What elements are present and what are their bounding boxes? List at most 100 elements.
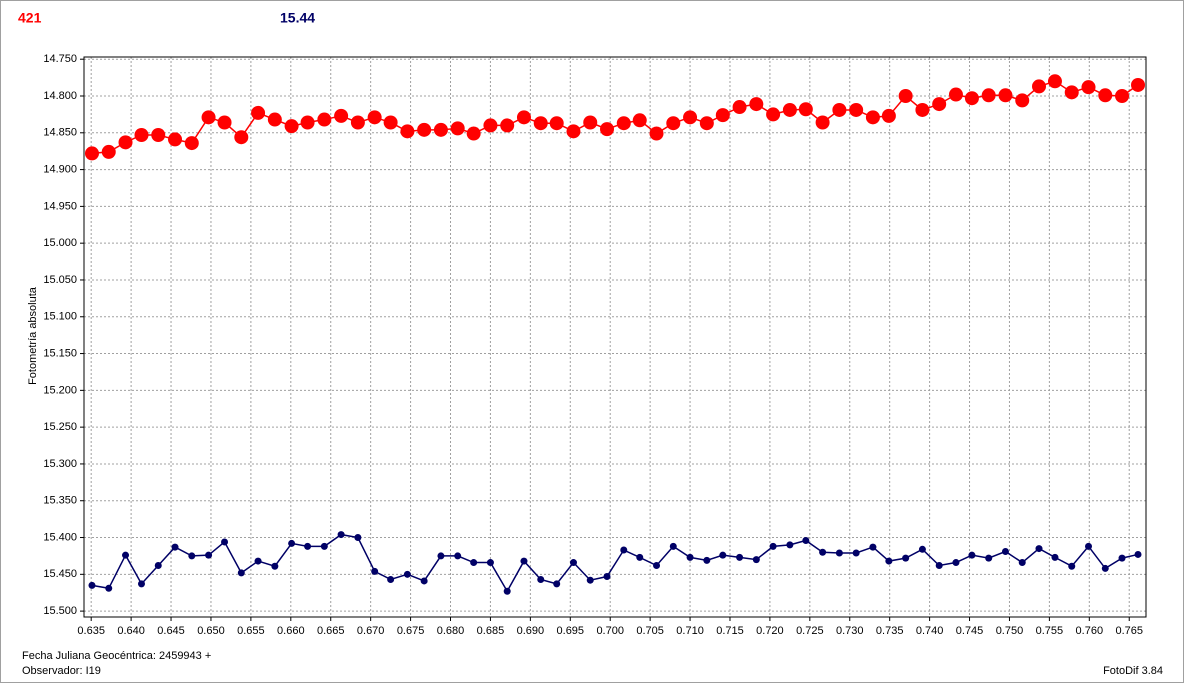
data-point — [835, 549, 843, 557]
plot-border — [83, 56, 1147, 618]
x-tick-label: 0.670 — [357, 625, 385, 637]
data-point — [516, 110, 531, 125]
data-point — [201, 110, 216, 125]
data-point — [968, 551, 976, 559]
data-point — [802, 536, 810, 544]
y-tick-label: 15.350 — [43, 495, 77, 507]
data-point — [1047, 74, 1062, 89]
x-tick-label: 0.645 — [157, 625, 185, 637]
data-point — [503, 587, 511, 595]
footer-observer: Observador: I19 — [22, 665, 101, 677]
data-point — [715, 108, 730, 123]
data-point — [815, 115, 830, 130]
x-tick-label: 0.655 — [237, 625, 265, 637]
data-point — [450, 121, 465, 136]
data-point — [1085, 542, 1093, 550]
data-point — [1098, 88, 1113, 103]
data-point — [284, 119, 299, 134]
data-point — [849, 102, 864, 117]
data-point — [400, 124, 415, 139]
y-tick-label: 15.150 — [43, 347, 77, 359]
data-point — [569, 559, 577, 567]
x-tick-label: 0.730 — [836, 625, 864, 637]
data-point — [1134, 550, 1142, 558]
data-point — [832, 102, 847, 117]
data-point — [417, 122, 432, 137]
footer-version: FotoDif 3.84 — [1103, 665, 1163, 677]
data-point — [683, 110, 698, 125]
data-point — [151, 128, 166, 143]
data-point — [1032, 79, 1047, 94]
x-tick-label: 0.745 — [956, 625, 984, 637]
data-point — [616, 116, 631, 131]
data-point — [134, 128, 149, 143]
legend-entry: 15.44 — [280, 10, 315, 26]
data-point — [433, 122, 448, 137]
data-point — [1101, 564, 1109, 572]
data-point — [603, 573, 611, 581]
data-point — [520, 557, 528, 565]
data-point — [769, 542, 777, 550]
data-point — [184, 136, 199, 151]
data-point — [981, 88, 996, 103]
data-point — [1064, 85, 1079, 100]
y-tick-label: 15.450 — [43, 568, 77, 580]
data-point — [237, 569, 245, 577]
data-point — [669, 542, 677, 550]
data-point — [466, 126, 481, 141]
x-tick-label: 0.700 — [596, 625, 624, 637]
data-point — [1081, 80, 1096, 95]
data-point — [852, 549, 860, 557]
x-tick-label: 0.665 — [317, 625, 345, 637]
data-point — [1068, 562, 1076, 570]
y-tick-label: 14.850 — [43, 127, 77, 139]
data-point — [1015, 93, 1030, 108]
data-point — [354, 534, 362, 542]
x-tick-label: 0.660 — [277, 625, 305, 637]
y-tick-label: 15.400 — [43, 531, 77, 543]
data-point — [317, 112, 332, 127]
data-point — [251, 105, 266, 120]
y-tick-label: 14.750 — [43, 53, 77, 65]
footer-date: Fecha Juliana Geocéntrica: 2459943 + — [22, 650, 211, 662]
x-tick-label: 0.710 — [676, 625, 704, 637]
data-point — [749, 97, 764, 112]
data-point — [101, 144, 116, 159]
data-point — [653, 561, 661, 569]
x-tick-label: 0.715 — [716, 625, 744, 637]
data-point — [586, 576, 594, 584]
data-point — [387, 575, 395, 583]
data-point — [122, 551, 130, 559]
data-point — [549, 116, 564, 131]
data-point — [915, 102, 930, 117]
data-point — [766, 107, 781, 122]
data-point — [932, 97, 947, 112]
data-point — [84, 146, 99, 161]
data-point — [819, 548, 827, 556]
series-line — [91, 533, 1139, 593]
data-point — [371, 567, 379, 575]
data-point — [865, 110, 880, 125]
data-point — [952, 559, 960, 567]
data-point — [221, 538, 229, 546]
series-line — [91, 80, 1139, 155]
legend-entry: 421 — [18, 10, 42, 26]
data-point — [798, 102, 813, 117]
data-point — [320, 542, 328, 550]
x-tick-label: 0.690 — [517, 625, 545, 637]
y-tick-label: 15.300 — [43, 458, 77, 470]
y-tick-label: 14.950 — [43, 200, 77, 212]
data-point — [998, 88, 1013, 103]
data-point — [620, 546, 628, 554]
x-tick-label: 0.635 — [77, 625, 105, 637]
y-tick-label: 15.100 — [43, 311, 77, 323]
data-point — [334, 108, 349, 123]
data-point — [288, 539, 296, 547]
data-point — [583, 115, 598, 130]
data-point — [869, 543, 877, 551]
data-point — [719, 551, 727, 559]
data-point — [171, 543, 179, 551]
